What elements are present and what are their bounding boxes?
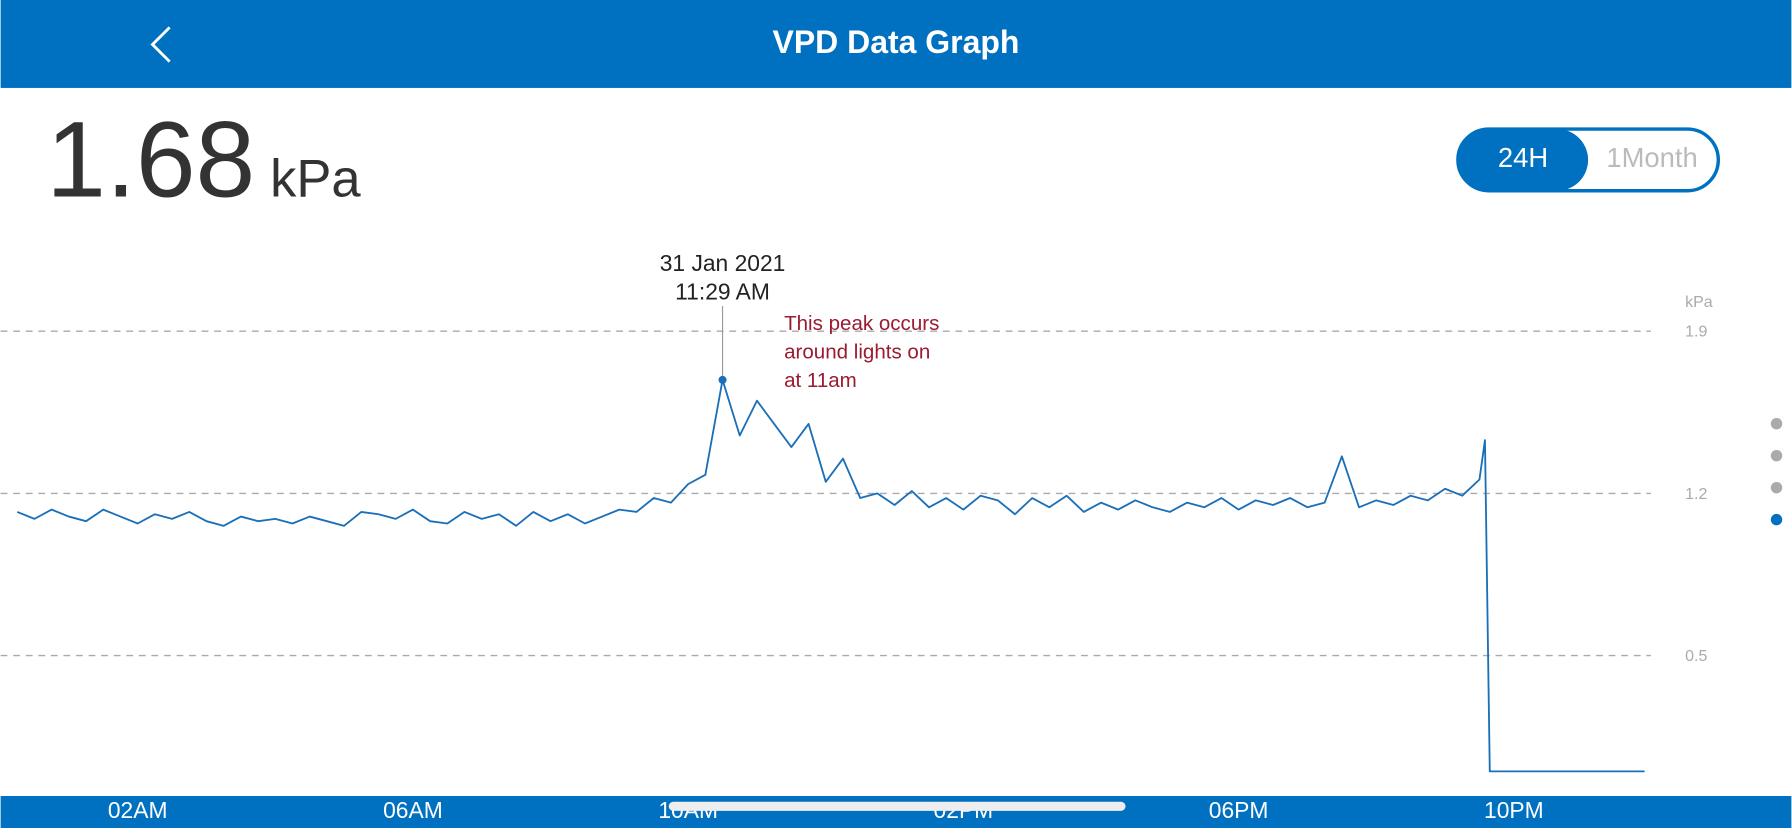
y-tick-label: 0.5 <box>1685 648 1707 665</box>
page-dot[interactable] <box>1770 417 1783 430</box>
current-value: 1.68 <box>46 99 255 219</box>
x-axis-bar <box>0 796 1792 828</box>
back-button[interactable] <box>150 26 171 63</box>
x-tick-label: 10PM <box>1484 797 1544 823</box>
data-line <box>16 378 1645 773</box>
plot: 0.5 1.2 1.9 31 Jan 2021 11:29 AM This peak oc… <box>0 250 1707 773</box>
toggle-selected <box>1457 129 1589 191</box>
current-unit: kPa <box>270 149 361 208</box>
highlight-point <box>718 375 727 384</box>
y-tick-label: 1.9 <box>1685 324 1707 341</box>
annotation: This peak occurs <box>784 312 939 335</box>
tooltip-time: 11:29 AM <box>675 279 770 305</box>
x-tick-label: 02AM <box>108 797 168 823</box>
tooltip-date: 31 Jan 2021 <box>660 250 786 276</box>
y-tick-label: 1.2 <box>1685 486 1707 503</box>
header-bar <box>0 0 1792 88</box>
annotation: around lights on <box>784 340 930 363</box>
toggle-option[interactable]: 24H <box>1498 142 1548 173</box>
x-tick-label: 06PM <box>1209 797 1269 823</box>
page-dot[interactable] <box>1770 513 1783 526</box>
x-tick-label: 06AM <box>383 797 443 823</box>
page-dot[interactable] <box>1770 481 1783 494</box>
annotation: at 11am <box>784 369 857 392</box>
page-dot[interactable] <box>1770 449 1783 462</box>
header-title: VPD Data Graph <box>773 24 1020 60</box>
scrollbar <box>668 801 1126 811</box>
y-axis-unit: kPa <box>1685 294 1713 311</box>
x-axis: 02AM06AM10AM02PM06PM10PM <box>108 797 1544 823</box>
toggle-option[interactable]: 1Month <box>1606 142 1697 173</box>
